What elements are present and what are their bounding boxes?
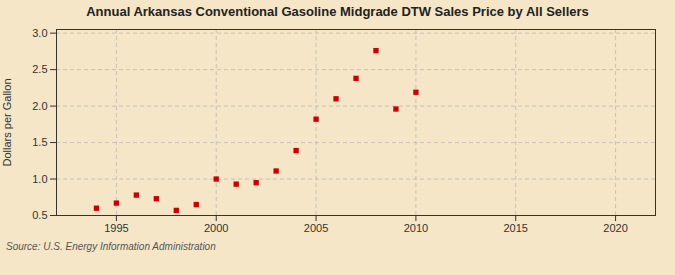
svg-text:2010: 2010 [404,222,428,234]
svg-text:1.0: 1.0 [32,173,47,185]
html-text:Source: U.S. Energy Informatio: Source: U.S. Energy Information Administ… [6,241,216,252]
svg-text:2000: 2000 [204,222,228,234]
svg-text:2.0: 2.0 [32,100,47,112]
svg-text:2015: 2015 [503,222,527,234]
html-text:Annual Arkansas Conventional G: Annual Arkansas Conventional Gasoline Mi… [86,4,589,19]
svg-text:2005: 2005 [304,222,328,234]
svg-text:1995: 1995 [104,222,128,234]
svg-text:1.5: 1.5 [32,136,47,148]
svg-text:2020: 2020 [603,222,627,234]
svg-text:Dollars per Gallon: Dollars per Gallon [1,78,13,166]
svg-text:0.5: 0.5 [32,209,47,221]
svg-text:3.0: 3.0 [32,27,47,39]
svg-text:2.5: 2.5 [32,63,47,75]
